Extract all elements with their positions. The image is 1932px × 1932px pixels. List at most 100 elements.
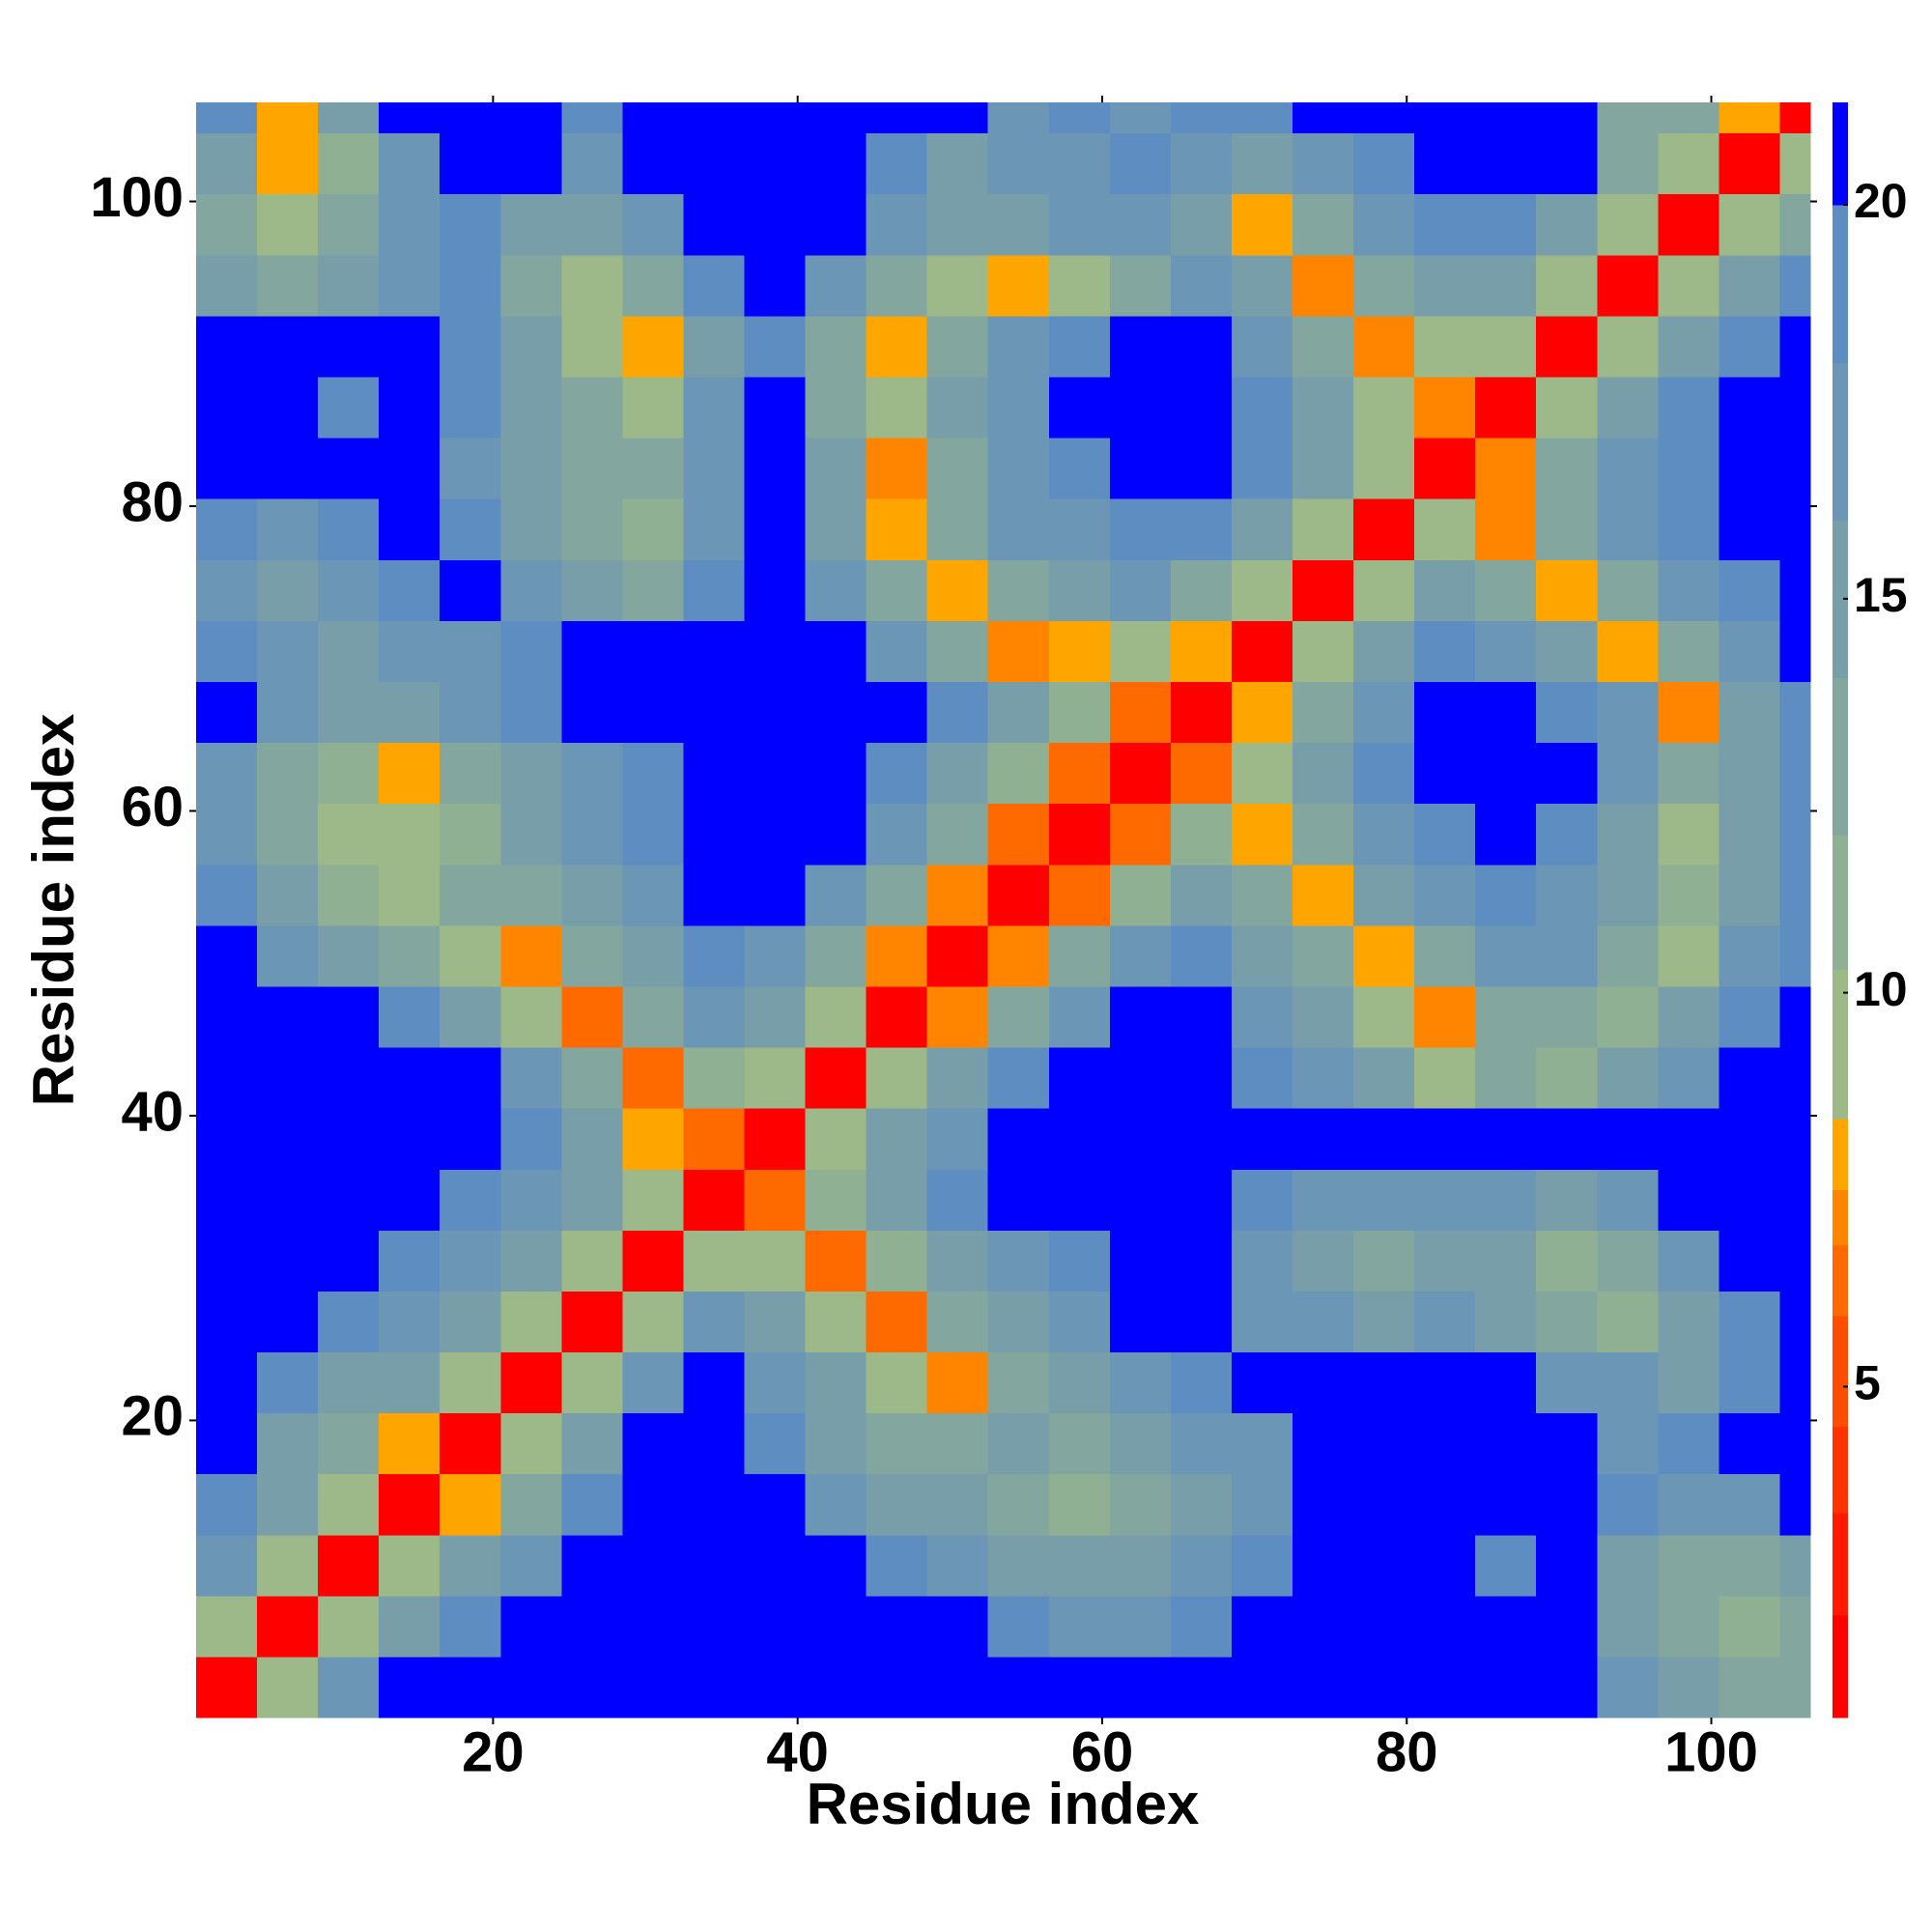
heatmap-cell bbox=[1293, 864, 1354, 926]
heatmap-cell bbox=[744, 864, 807, 926]
heatmap-cell bbox=[1048, 559, 1111, 621]
heatmap-cell bbox=[926, 438, 989, 499]
heatmap-cell bbox=[1353, 985, 1415, 1048]
heatmap-cell bbox=[744, 1656, 807, 1719]
heatmap-cell bbox=[1048, 102, 1111, 134]
heatmap-cell bbox=[196, 681, 258, 744]
heatmap-cell bbox=[622, 102, 685, 134]
heatmap-cell bbox=[1536, 315, 1598, 378]
heatmap-cell bbox=[805, 254, 867, 317]
heatmap-cell bbox=[987, 620, 1050, 682]
heatmap-cell bbox=[926, 742, 989, 805]
colorbar-segment bbox=[1833, 102, 1848, 206]
heatmap-cell bbox=[1231, 1534, 1293, 1597]
heatmap-cell bbox=[1475, 1108, 1537, 1170]
heatmap-cell bbox=[744, 376, 807, 439]
heatmap-cell bbox=[561, 1656, 623, 1719]
heatmap-cell bbox=[1475, 315, 1537, 378]
heatmap-cell bbox=[1658, 1351, 1720, 1414]
heatmap-cell bbox=[379, 1595, 440, 1658]
heatmap-cell bbox=[1536, 1108, 1598, 1170]
heatmap-cell bbox=[1231, 102, 1293, 134]
heatmap-cell bbox=[744, 193, 807, 256]
heatmap-cell bbox=[318, 1351, 380, 1414]
heatmap-cell bbox=[926, 1351, 989, 1414]
heatmap-cell bbox=[379, 742, 440, 805]
heatmap-cell bbox=[1779, 193, 1811, 256]
heatmap-cell bbox=[500, 193, 562, 256]
heatmap-cell bbox=[1658, 559, 1720, 621]
heatmap-cell bbox=[1353, 1473, 1415, 1536]
heatmap-cell bbox=[1170, 1656, 1233, 1719]
heatmap-cell bbox=[440, 1351, 501, 1414]
heatmap-cell bbox=[1536, 254, 1598, 317]
heatmap-cell bbox=[318, 1046, 380, 1109]
heatmap-cell bbox=[500, 102, 562, 134]
heatmap-cell bbox=[1536, 1656, 1598, 1719]
heatmap-cell bbox=[440, 924, 501, 987]
heatmap-cell bbox=[1048, 1230, 1111, 1292]
heatmap-cell bbox=[257, 438, 319, 499]
heatmap-cell bbox=[500, 132, 562, 195]
heatmap-cell bbox=[379, 559, 440, 621]
heatmap-cell bbox=[987, 985, 1050, 1048]
heatmap-cell bbox=[440, 742, 501, 805]
heatmap-cell bbox=[1719, 1169, 1781, 1231]
heatmap-cell bbox=[1779, 315, 1811, 378]
heatmap-cell bbox=[683, 498, 746, 560]
heatmap-cell bbox=[257, 254, 319, 317]
heatmap-cell bbox=[683, 1108, 746, 1170]
heatmap-cell bbox=[561, 254, 623, 317]
heatmap-cell bbox=[1048, 498, 1111, 560]
heatmap-cell bbox=[379, 1351, 440, 1414]
heatmap-cell bbox=[1293, 438, 1354, 499]
heatmap-cell bbox=[622, 1351, 685, 1414]
heatmap-cell bbox=[1231, 559, 1293, 621]
heatmap-cell bbox=[318, 193, 380, 256]
heatmap-cell bbox=[866, 102, 928, 134]
heatmap-cell bbox=[683, 1291, 746, 1353]
heatmap-cell bbox=[1597, 193, 1659, 256]
heatmap-cell bbox=[440, 254, 501, 317]
heatmap-cell bbox=[379, 1473, 440, 1536]
heatmap-cell bbox=[987, 1412, 1050, 1475]
heatmap-cell bbox=[926, 498, 989, 560]
heatmap-cell bbox=[744, 254, 807, 317]
heatmap-cell bbox=[379, 1412, 440, 1475]
heatmap-cell bbox=[440, 193, 501, 256]
heatmap-cell bbox=[1414, 1108, 1476, 1170]
heatmap-cell bbox=[257, 1230, 319, 1292]
heatmap-cell bbox=[257, 315, 319, 378]
heatmap-cell bbox=[1475, 924, 1537, 987]
heatmap-cell bbox=[805, 102, 867, 134]
heatmap-cell bbox=[622, 1656, 685, 1719]
heatmap-cell bbox=[1536, 132, 1598, 195]
heatmap-cell bbox=[866, 924, 928, 987]
heatmap-cell bbox=[926, 681, 989, 744]
heatmap-cell bbox=[1293, 1230, 1354, 1292]
heatmap-cell bbox=[1658, 1230, 1720, 1292]
heatmap-cell bbox=[1536, 1473, 1598, 1536]
heatmap-cell bbox=[1109, 681, 1172, 744]
colorbar-tick-label: 20 bbox=[1854, 174, 1908, 228]
heatmap-cell bbox=[1293, 924, 1354, 987]
heatmap-cell bbox=[1779, 1046, 1811, 1109]
heatmap-cell bbox=[1658, 1169, 1720, 1231]
heatmap-cell bbox=[1170, 438, 1233, 499]
heatmap-cell bbox=[1475, 1534, 1537, 1597]
heatmap-cell bbox=[379, 438, 440, 499]
heatmap-cell bbox=[1475, 254, 1537, 317]
heatmap-cell bbox=[379, 193, 440, 256]
heatmap-cell bbox=[1414, 498, 1476, 560]
heatmap-cell bbox=[866, 559, 928, 621]
heatmap-cell bbox=[1475, 681, 1537, 744]
heatmap-cell bbox=[1109, 193, 1172, 256]
heatmap-cell bbox=[1353, 1351, 1415, 1414]
heatmap-cell bbox=[257, 193, 319, 256]
heatmap-cell bbox=[196, 1656, 258, 1719]
heatmap-cell bbox=[257, 102, 319, 134]
heatmap-cell bbox=[196, 1230, 258, 1292]
heatmap-cell bbox=[866, 1351, 928, 1414]
x-tick-label: 80 bbox=[1376, 1720, 1438, 1783]
